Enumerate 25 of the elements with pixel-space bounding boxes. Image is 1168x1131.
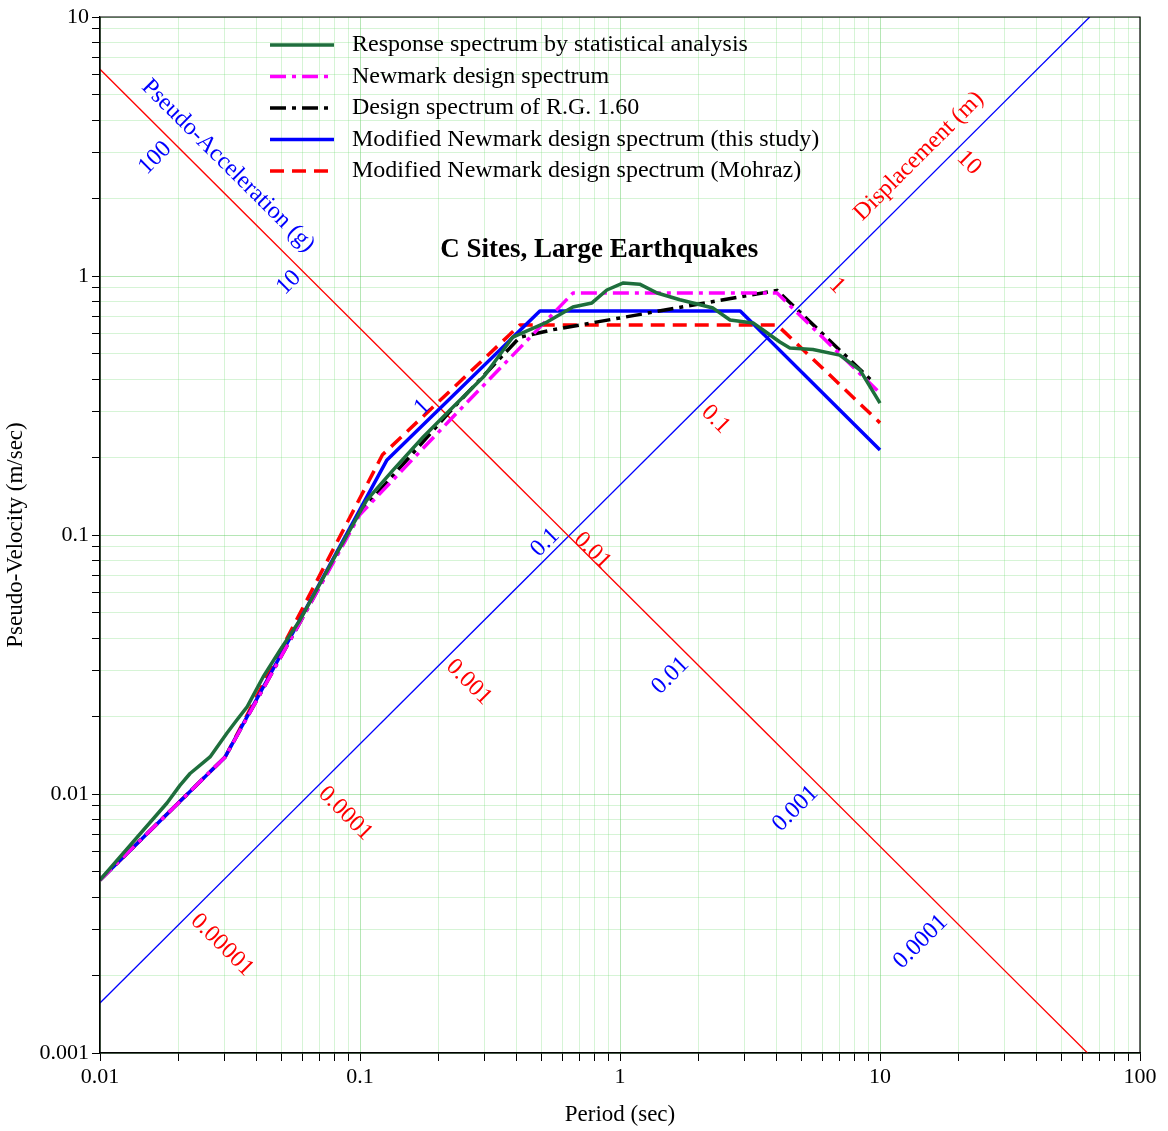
legend-label: Response spectrum by statistical analysis xyxy=(352,30,748,57)
legend-label: Newmark design spectrum xyxy=(352,61,610,88)
legend-label: Modified Newmark design spectrum (Mohraz) xyxy=(352,156,802,183)
x-tick-label: 1 xyxy=(614,1062,626,1088)
x-tick-label: 0.1 xyxy=(346,1062,374,1088)
x-tick-label: 10 xyxy=(869,1062,891,1088)
annotation: 1 xyxy=(824,271,852,299)
legend-label: Modified Newmark design spectrum (this study) xyxy=(352,124,820,151)
y-tick-label: 1 xyxy=(78,261,89,287)
x-axis-title: Period (sec) xyxy=(564,1101,676,1127)
y-axis-title: Pseudo-Velocity (m/sec) xyxy=(1,422,27,648)
annotation: 1 xyxy=(407,392,435,420)
annotation: 0.01 xyxy=(645,650,694,699)
annotation: 0.01 xyxy=(569,525,618,574)
legend-label: Design spectrum of R.G. 1.60 xyxy=(352,93,640,120)
annotation: 10 xyxy=(269,263,306,300)
y-tick-label: 10 xyxy=(67,2,89,28)
y-tick-label: 0.001 xyxy=(39,1038,89,1064)
annotation: 10 xyxy=(952,143,988,180)
annotation: 0.1 xyxy=(697,398,737,438)
y-tick-label: 0.01 xyxy=(50,779,89,805)
x-tick-label: 100 xyxy=(1123,1062,1157,1088)
y-tick-label: 0.1 xyxy=(61,520,89,546)
text: C Sites, Large Earthquakes xyxy=(440,233,759,264)
annotation: 0.1 xyxy=(524,521,564,562)
